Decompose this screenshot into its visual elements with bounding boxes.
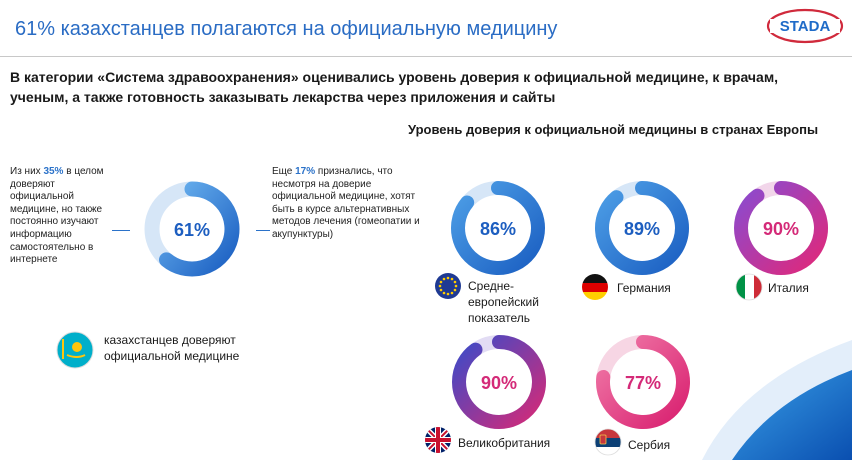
- country-label-uk: Великобритания: [458, 436, 551, 450]
- country-percent: 90%: [481, 373, 517, 393]
- country-ring-eu: 86%: [446, 178, 550, 278]
- decorative-waves: [682, 320, 852, 465]
- country-label-italy: Италия: [768, 281, 809, 295]
- serbia-flag-icon: [594, 428, 622, 456]
- intro-text: В категории «Система здравоохранения» оц…: [10, 69, 779, 105]
- country-ring-uk: 90%: [447, 332, 551, 432]
- connector-left: [112, 230, 130, 231]
- country-ring-serbia: 77%: [591, 332, 695, 432]
- country-percent: 86%: [480, 219, 516, 239]
- header-divider: [0, 56, 852, 57]
- country-ring-italy: 90%: [729, 178, 833, 278]
- page-title: 61% казахстанцев полагаются на официальн…: [15, 18, 558, 40]
- kazakhstan-flag-icon: [55, 330, 95, 375]
- note-right: Еще 17% признались, что несмотря на дове…: [272, 166, 420, 240]
- germany-flag-icon: [581, 273, 609, 301]
- connector-right: [256, 230, 270, 231]
- kazakhstan-trust-ring: 61%: [140, 181, 244, 277]
- note-left: Из них 35% в целом доверяют официальной …: [10, 166, 104, 266]
- country-ring-germany: 89%: [590, 178, 694, 278]
- brand-name: STADA: [780, 18, 831, 35]
- country-label-serbia: Сербия: [628, 438, 671, 452]
- uk-flag-icon: [424, 426, 452, 454]
- europe-section-title: Уровень доверия к официальной медицины в…: [408, 122, 819, 137]
- country-percent: 77%: [625, 373, 661, 393]
- country-label-germany: Германия: [617, 281, 671, 295]
- kazakhstan-percent: 61%: [174, 220, 210, 240]
- italy-flag-icon: [735, 273, 763, 301]
- country-label-eu: Средне-европейский показатель: [468, 279, 539, 325]
- kazakhstan-legend: казахстанцев доверяют официальной медици…: [104, 333, 240, 363]
- country-percent: 89%: [624, 219, 660, 239]
- stada-logo: STADA: [766, 6, 844, 46]
- eu-flag-icon: [434, 272, 462, 300]
- country-percent: 90%: [763, 219, 799, 239]
